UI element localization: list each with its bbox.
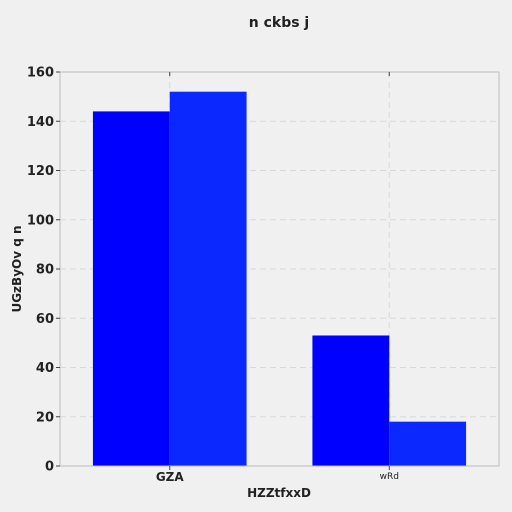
y-tick-label: 60	[36, 312, 54, 327]
y-tick-label: 100	[27, 213, 54, 228]
x-axis-label: HZZtfxxD	[247, 486, 311, 500]
y-tick-label: 0	[45, 460, 54, 475]
y-tick-label: 160	[27, 66, 54, 81]
y-tick-label: 20	[36, 410, 54, 425]
y-axis-label: UGzByOv q n	[10, 225, 24, 312]
y-tick-label: 40	[36, 361, 54, 376]
bar-wRd-series-2	[389, 421, 467, 466]
y-tick-label: 80	[36, 263, 54, 278]
bar-GZA-series-2	[169, 91, 247, 466]
y-tick-label: 120	[27, 164, 54, 179]
y-tick-label: 140	[27, 115, 54, 130]
x-tick-label: GZA	[156, 470, 185, 484]
y-axis-ticks: 0 20 40 60 80 100 120 140 160	[27, 66, 60, 475]
bar-layer	[92, 91, 467, 467]
bar-wRd-series-1	[312, 335, 390, 466]
x-axis-ticks: GZA wRd	[156, 72, 399, 484]
chart-title: n ckbs j	[249, 15, 309, 31]
x-tick-label: wRd	[380, 472, 399, 482]
bar-GZA-series-1	[92, 111, 170, 467]
